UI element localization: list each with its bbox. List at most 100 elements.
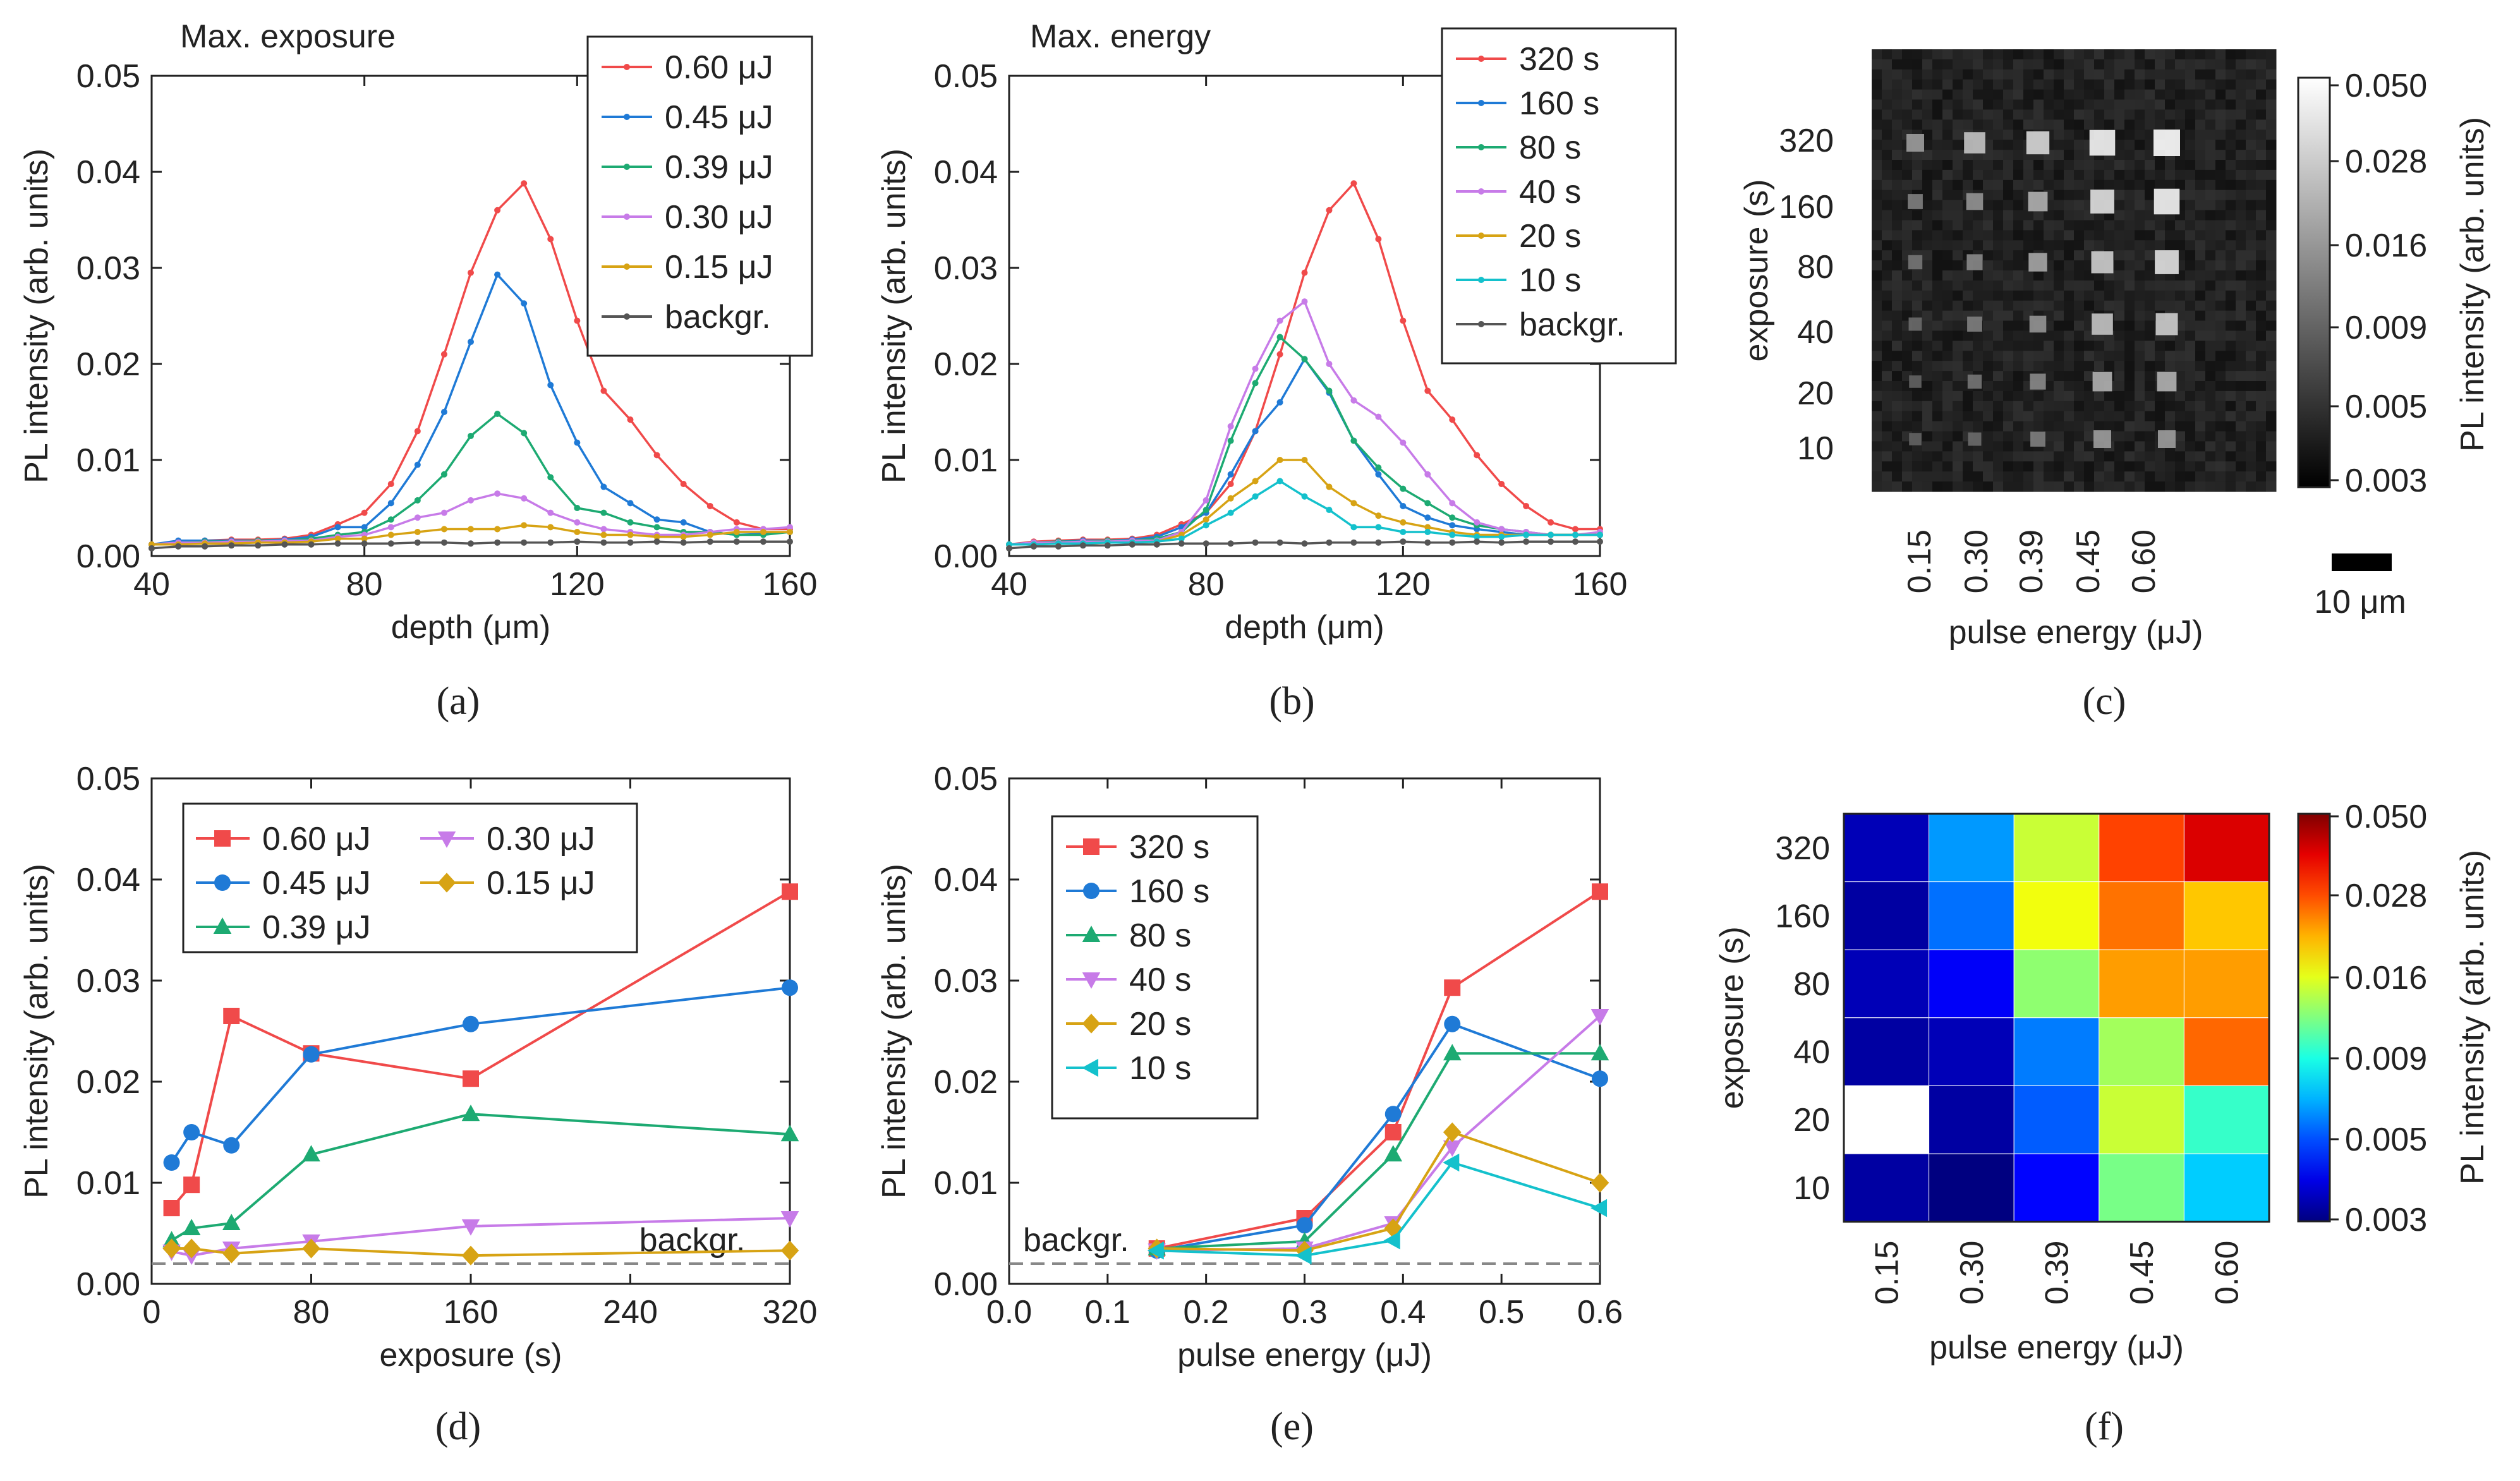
noise-cell — [2185, 270, 2196, 281]
noise-cell — [1892, 240, 1903, 251]
noise-cell — [2205, 220, 2216, 231]
noise-cell — [2246, 69, 2256, 80]
legend-marker — [1082, 1058, 1099, 1077]
noise-cell — [2124, 401, 2135, 412]
noise-cell — [2003, 270, 2014, 281]
noise-cell — [1953, 190, 1963, 201]
noise-cell — [2013, 461, 2024, 472]
legend-marker — [1083, 838, 1099, 855]
noise-cell — [1882, 69, 1893, 80]
noise-cell — [1993, 169, 2004, 181]
noise-cell — [2205, 210, 2216, 221]
noise-cell — [2266, 260, 2277, 271]
noise-cell — [2044, 471, 2054, 482]
noise-cell — [1953, 240, 1963, 251]
noise-cell — [1932, 260, 1943, 271]
noise-cell — [2246, 290, 2256, 301]
noise-cell — [2256, 59, 2267, 70]
noise-cell — [2145, 481, 2155, 492]
noise-cell — [1973, 461, 1984, 472]
data-point — [1276, 399, 1283, 406]
noise-cell — [2124, 441, 2135, 452]
noise-cell — [2236, 79, 2246, 90]
noise-cell — [1932, 160, 1943, 171]
noise-cell — [1942, 461, 1953, 472]
noise-cell — [2013, 270, 2024, 281]
x-tick-label: 0.30 — [1954, 1241, 1990, 1305]
noise-cell — [2226, 230, 2236, 241]
noise-cell — [2145, 390, 2155, 402]
legend-label: 0.45 μJ — [665, 99, 773, 136]
noise-cell — [2033, 59, 2044, 70]
noise-cell — [2124, 79, 2135, 90]
legend-marker — [213, 917, 232, 934]
data-point — [468, 497, 474, 504]
noise-cell — [2003, 109, 2014, 120]
noise-cell — [1902, 220, 1913, 231]
pl-spot — [1968, 432, 1982, 446]
noise-cell — [2175, 300, 2186, 311]
noise-cell — [1973, 160, 1984, 171]
noise-cell — [2226, 59, 2236, 70]
noise-cell — [2094, 411, 2105, 422]
noise-cell — [2145, 140, 2155, 150]
noise-cell — [2044, 160, 2054, 171]
noise-cell — [1973, 451, 1984, 462]
noise-cell — [2013, 330, 2024, 341]
noise-cell — [2114, 390, 2125, 402]
noise-cell — [1882, 481, 1893, 492]
noise-cell — [1963, 451, 1973, 462]
noise-cell — [2185, 220, 2196, 231]
noise-cell — [2044, 59, 2054, 70]
noise-cell — [1953, 351, 1963, 361]
noise-cell — [2266, 401, 2277, 412]
noise-cell — [1932, 210, 1943, 221]
data-point — [680, 481, 687, 487]
noise-cell — [1892, 260, 1903, 271]
noise-cell — [2064, 140, 2075, 150]
noise-cell — [2033, 109, 2044, 120]
noise-cell — [2084, 451, 2095, 462]
noise-cell — [2226, 300, 2236, 311]
noise-cell — [1932, 169, 1943, 181]
noise-cell — [2195, 451, 2206, 462]
noise-cell — [1973, 280, 1984, 291]
noise-cell — [2236, 280, 2246, 291]
data-point — [1572, 526, 1579, 533]
noise-cell — [2074, 140, 2085, 150]
noise-cell — [2145, 320, 2155, 331]
data-point — [361, 540, 368, 547]
noise-cell — [1953, 411, 1963, 422]
noise-cell — [2003, 240, 2014, 251]
noise-cell — [1902, 390, 1913, 402]
noise-cell — [2044, 411, 2054, 422]
data-point — [1449, 531, 1456, 538]
data-point — [223, 1008, 240, 1024]
data-point — [468, 433, 474, 439]
noise-cell — [1993, 461, 2004, 472]
noise-cell — [1912, 49, 1923, 60]
noise-cell — [2104, 59, 2115, 70]
noise-cell — [2175, 441, 2186, 452]
noise-cell — [2256, 431, 2267, 442]
noise-cell — [2114, 89, 2125, 100]
noise-cell — [2124, 250, 2135, 261]
noise-cell — [2256, 320, 2267, 331]
noise-cell — [2226, 361, 2236, 372]
data-point — [1400, 538, 1407, 545]
noise-cell — [2185, 390, 2196, 402]
noise-cell — [1942, 240, 1953, 251]
noise-cell — [2135, 140, 2145, 150]
noise-cell — [2205, 270, 2216, 281]
noise-cell — [2215, 300, 2226, 311]
noise-cell — [2236, 451, 2246, 462]
noise-cell — [2013, 89, 2024, 100]
noise-cell — [1942, 169, 1953, 181]
x-tick-label: 0.2 — [1184, 1294, 1229, 1331]
noise-cell — [2084, 431, 2095, 442]
noise-cell — [2054, 130, 2064, 140]
data-point — [1252, 365, 1259, 372]
noise-cell — [2155, 421, 2166, 432]
data-point — [1202, 540, 1209, 547]
noise-cell — [2155, 471, 2166, 482]
